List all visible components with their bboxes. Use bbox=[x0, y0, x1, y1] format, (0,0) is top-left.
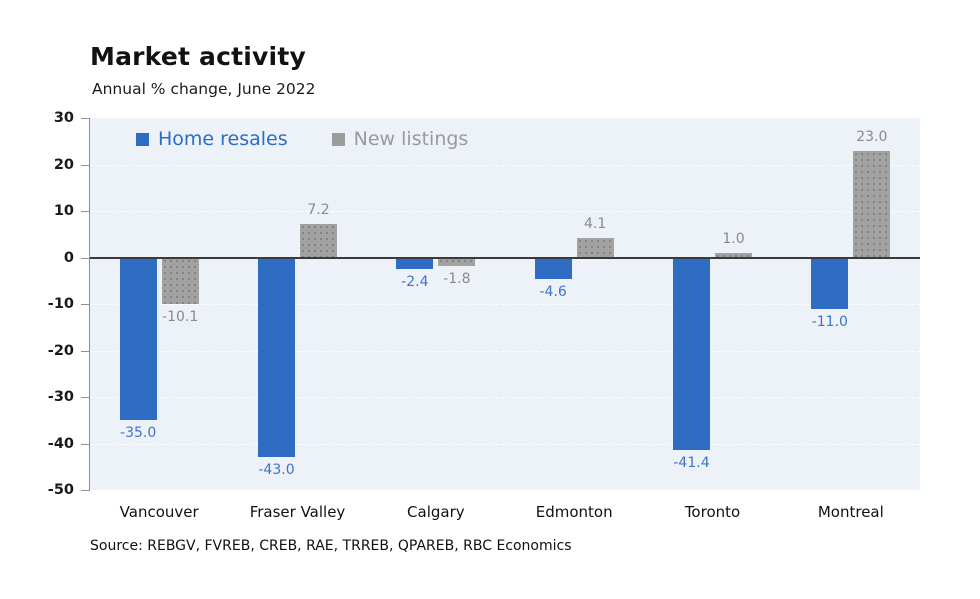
bar-value-label-new-listings-toronto: 1.0 bbox=[722, 230, 745, 247]
grid-line bbox=[90, 304, 920, 305]
y-tick-label: -50 bbox=[47, 482, 74, 498]
y-tick bbox=[81, 397, 89, 398]
legend-label-home-resales: Home resales bbox=[158, 128, 288, 150]
bar-new-listings-vancouver bbox=[161, 257, 199, 305]
x-label-fraser-valley: Fraser Valley bbox=[249, 503, 346, 521]
y-tick bbox=[81, 118, 89, 119]
bar-new-listings-montreal bbox=[853, 150, 891, 258]
bar-home-resales-fraser-valley bbox=[258, 257, 295, 458]
bar-value-label-new-listings-fraser-valley: 7.2 bbox=[307, 202, 330, 219]
y-tick-label: 30 bbox=[53, 110, 74, 126]
chart-title: Market activity bbox=[90, 42, 306, 71]
bar-home-resales-edmonton bbox=[534, 257, 572, 279]
bar-value-label-home-resales-calgary: -2.4 bbox=[401, 273, 429, 290]
bar-new-listings-calgary bbox=[438, 257, 476, 266]
y-tick bbox=[81, 211, 89, 212]
x-label-calgary: Calgary bbox=[407, 503, 465, 521]
zero-line bbox=[90, 256, 920, 259]
x-label-vancouver: Vancouver bbox=[119, 503, 199, 521]
bar-home-resales-montreal bbox=[811, 257, 849, 309]
bar-value-label-home-resales-edmonton: -4.6 bbox=[539, 283, 567, 300]
x-label-montreal: Montreal bbox=[817, 503, 884, 521]
bar-home-resales-toronto bbox=[673, 257, 710, 450]
grid-line bbox=[90, 397, 920, 398]
y-tick bbox=[81, 257, 89, 259]
y-tick-label: -30 bbox=[47, 389, 74, 405]
y-tick-label: 20 bbox=[53, 156, 74, 173]
bar-home-resales-calgary bbox=[396, 257, 434, 269]
grid-line bbox=[90, 350, 920, 352]
bar-new-listings-fraser-valley bbox=[300, 224, 337, 258]
bar-value-label-home-resales-fraser-valley: -43.0 bbox=[258, 462, 295, 479]
legend-item-new-listings: New listings bbox=[331, 128, 469, 150]
legend-item-home-resales: Home resales bbox=[136, 128, 288, 150]
y-tick-label: -10 bbox=[47, 296, 74, 312]
bar-value-label-new-listings-calgary: -1.8 bbox=[443, 270, 471, 287]
y-tick-label: 10 bbox=[53, 203, 74, 219]
y-tick-label: 0 bbox=[63, 249, 74, 266]
legend-swatch-home-resales bbox=[136, 132, 149, 146]
bar-value-label-new-listings-edmonton: 4.1 bbox=[584, 216, 607, 233]
grid-line bbox=[90, 443, 920, 445]
x-label-edmonton: Edmonton bbox=[535, 503, 613, 521]
bar-home-resales-vancouver bbox=[119, 257, 157, 421]
legend-swatch-new-listings bbox=[331, 132, 345, 146]
grid-line bbox=[90, 164, 920, 166]
y-tick bbox=[81, 443, 89, 445]
y-tick-label: -40 bbox=[47, 435, 74, 452]
source-note: Source: REBGV, FVREB, CREB, RAE, TRREB, … bbox=[90, 538, 572, 554]
plot-area: Home resales New listings -35.0 -10.1 -43.… bbox=[90, 118, 920, 490]
legend: Home resales New listings bbox=[136, 128, 468, 150]
grid-line bbox=[90, 211, 920, 212]
chart-subtitle: Annual % change, June 2022 bbox=[92, 80, 316, 98]
bar-value-label-home-resales-toronto: -41.4 bbox=[673, 455, 710, 471]
bar-new-listings-toronto bbox=[715, 252, 752, 258]
y-tick bbox=[81, 304, 89, 305]
y-axis-line bbox=[89, 118, 90, 491]
y-tick bbox=[81, 164, 89, 166]
bar-value-label-home-resales-montreal: -11.0 bbox=[811, 313, 848, 330]
y-tick-label: -20 bbox=[47, 342, 74, 359]
bar-value-label-new-listings-vancouver: -10.1 bbox=[162, 309, 199, 326]
y-tick bbox=[81, 490, 89, 491]
bar-new-listings-edmonton bbox=[576, 238, 614, 258]
legend-label-new-listings: New listings bbox=[353, 128, 469, 150]
x-label-toronto: Toronto bbox=[684, 503, 741, 521]
y-tick bbox=[81, 350, 89, 352]
bar-value-label-new-listings-montreal: 23.0 bbox=[856, 128, 888, 145]
bar-value-label-home-resales-vancouver: -35.0 bbox=[120, 425, 157, 442]
